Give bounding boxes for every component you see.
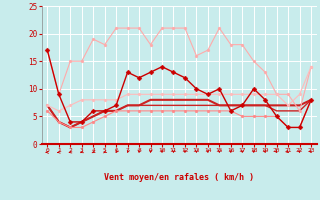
X-axis label: Vent moyen/en rafales ( km/h ): Vent moyen/en rafales ( km/h ) (104, 173, 254, 182)
